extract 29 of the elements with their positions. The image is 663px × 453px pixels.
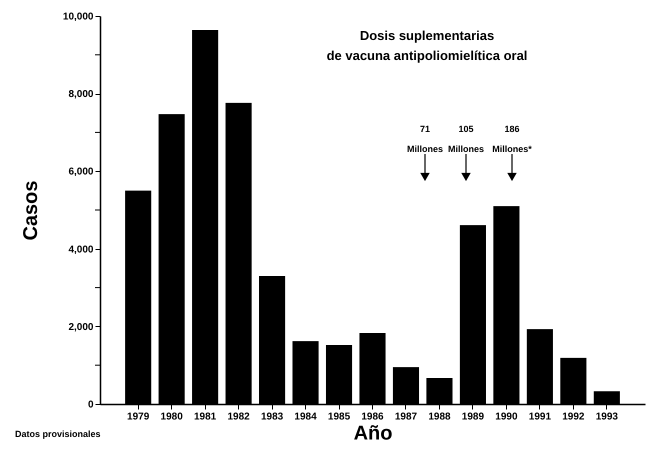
x-tick-label: 1990 <box>495 412 518 422</box>
y-tick-label: 2,000 <box>68 322 94 333</box>
y-tick-label: 8,000 <box>68 89 94 100</box>
x-tick-label: 1985 <box>328 412 351 422</box>
x-tick-label: 1992 <box>562 412 585 422</box>
x-tick-label: 1980 <box>160 412 184 422</box>
x-tick-label: 1979 <box>127 412 150 422</box>
x-tick-label: 1993 <box>596 412 618 422</box>
y-tick-label: 6,000 <box>68 166 94 178</box>
annotation: Dosis suplementarias <box>360 28 494 43</box>
x-tick-label: 1989 <box>462 412 484 422</box>
x-tick-label: 1982 <box>227 412 250 422</box>
x-tick-label: 1991 <box>528 412 552 422</box>
x-tick-label: 1984 <box>294 412 318 422</box>
x-tick-label: 1986 <box>361 412 384 422</box>
x-tick-label: 1981 <box>194 412 217 422</box>
y-tick-label: 4,000 <box>68 244 94 256</box>
y-axis-title: Casos <box>20 180 42 241</box>
text: Datos provisionales <box>15 429 101 439</box>
x-tick-label: 1983 <box>260 412 284 422</box>
x-tick-label: 1987 <box>394 412 418 422</box>
x-tick-label: 1988 <box>428 412 452 422</box>
annotation: 105 Millones <box>448 124 484 154</box>
y-tick-label: 0 <box>88 400 94 410</box>
annotation: 186 Millones* <box>492 124 532 154</box>
x-axis-title: Año <box>354 422 392 444</box>
annotation: de vacuna antipoliomielítica oral <box>326 48 528 63</box>
annotation: 71 Millones <box>406 124 444 154</box>
y-tick-label: 10,000 <box>62 12 94 22</box>
